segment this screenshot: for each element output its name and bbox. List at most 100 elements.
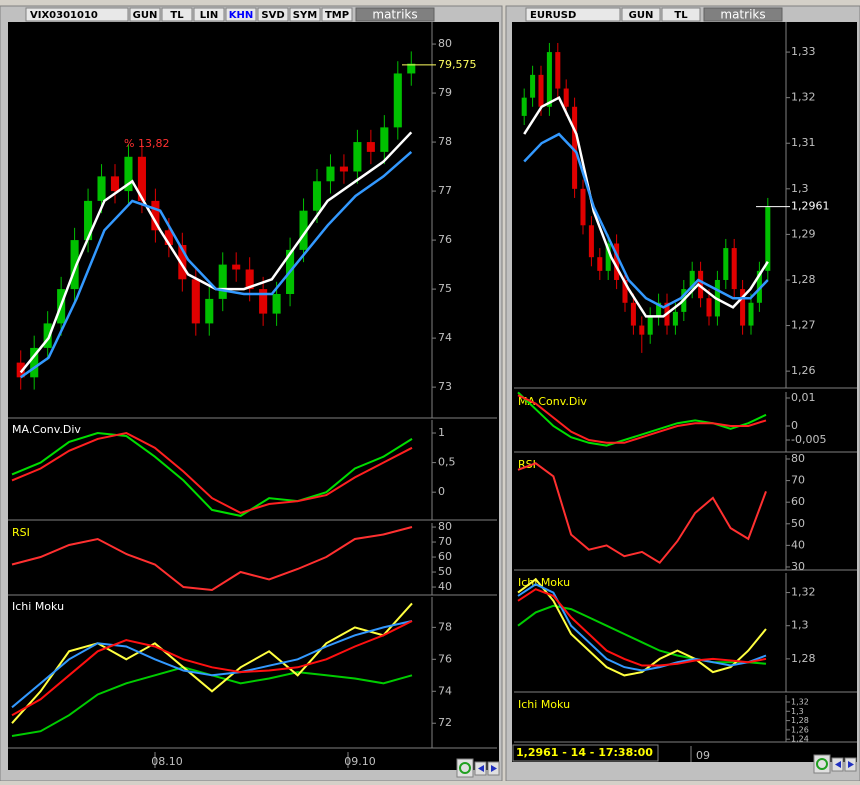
- tab-button[interactable]: [129, 7, 161, 22]
- indicator-line: [523, 95, 769, 318]
- panel-title: RSI: [12, 526, 30, 539]
- last-price-label: 79,575: [438, 58, 477, 71]
- logo-box: [703, 7, 783, 22]
- indicator-line: [11, 602, 413, 724]
- tab-button[interactable]: [257, 7, 289, 22]
- logo: matriks: [372, 8, 417, 22]
- y-tick-label: 1: [438, 426, 445, 439]
- indicator-line: [517, 604, 767, 665]
- y-tick-label: -0,005: [791, 433, 826, 446]
- y-tick-label: 1,28: [791, 652, 816, 665]
- refresh-icon: [816, 758, 828, 770]
- logo-box: [355, 7, 435, 22]
- indicator-line: [517, 394, 767, 444]
- y-tick-label: 60: [791, 495, 805, 508]
- tab-label: GUN: [629, 10, 654, 21]
- indicator-line: [523, 132, 769, 309]
- y-tick-label: 70: [438, 535, 452, 548]
- candle-body: [748, 302, 754, 326]
- candle-body: [605, 243, 611, 271]
- indicator-line: [11, 431, 413, 514]
- y-tick-label: 50: [438, 565, 452, 578]
- logo: matriks: [720, 8, 765, 22]
- y-tick-label: 50: [791, 517, 805, 530]
- status-text: 1,2961 - 14 - 17:38:00: [516, 746, 653, 759]
- candle-body: [521, 97, 527, 116]
- tab-label: KHN: [229, 10, 254, 21]
- candle-body: [393, 73, 402, 128]
- candle-body: [353, 142, 362, 172]
- candle-body: [530, 74, 536, 98]
- y-tick-label: 1,33: [791, 45, 816, 58]
- y-tick-label: 79: [438, 86, 452, 99]
- tab-button[interactable]: [321, 7, 353, 22]
- indicator-line: [517, 462, 767, 565]
- candle-body: [124, 156, 133, 192]
- candle-body: [97, 176, 106, 201]
- candle-body: [630, 302, 636, 326]
- candle-body: [572, 106, 578, 189]
- y-tick-label: 1,26: [791, 364, 816, 377]
- y-tick-label: 40: [791, 538, 805, 551]
- y-tick-label: 1,3: [791, 182, 809, 195]
- candle-body: [43, 323, 52, 348]
- candle-body: [407, 63, 416, 74]
- refresh-button[interactable]: [456, 758, 474, 778]
- date-label: 09.10: [344, 755, 376, 768]
- symbol-tab[interactable]: [525, 7, 621, 22]
- candle-body: [366, 142, 375, 152]
- tab-button[interactable]: [225, 7, 257, 22]
- status-box: [512, 744, 659, 762]
- tab-button[interactable]: [161, 7, 193, 22]
- y-tick-label: 0: [791, 419, 798, 432]
- panel-title: Ichi Moku: [518, 576, 570, 589]
- y-tick-label: 72: [438, 716, 452, 729]
- tab-button[interactable]: [661, 7, 701, 22]
- refresh-icon: [459, 762, 471, 774]
- indicator-line: [11, 620, 413, 709]
- y-tick-label: 80: [438, 37, 452, 50]
- y-tick-label: 60: [438, 550, 452, 563]
- y-tick-label: 80: [438, 520, 452, 533]
- chart-bg: [512, 22, 857, 744]
- refresh-button[interactable]: [813, 754, 831, 774]
- tab-label: SYM: [293, 10, 317, 21]
- tab-button[interactable]: [193, 7, 225, 22]
- candle-body: [30, 347, 39, 378]
- indicator-line: [517, 588, 767, 667]
- candle-body: [647, 316, 653, 335]
- y-tick-label: 1,32: [791, 586, 816, 599]
- y-tick-label: 78: [438, 135, 452, 148]
- candle-body: [740, 289, 746, 326]
- candle-body: [232, 264, 241, 270]
- y-tick-label: 76: [438, 652, 452, 665]
- date-label: 08.10: [151, 755, 183, 768]
- symbol-tab[interactable]: [25, 7, 129, 22]
- y-tick-label: 1,29: [791, 227, 816, 240]
- date-label: 09: [696, 749, 710, 762]
- y-tick-label: 74: [438, 684, 452, 697]
- arrow: [478, 765, 484, 772]
- chart-bg: [8, 22, 499, 748]
- candle-body: [312, 181, 322, 211]
- arrow: [835, 761, 841, 768]
- tab-button[interactable]: [289, 7, 321, 22]
- bottom-buttons: [456, 754, 857, 778]
- tab-button[interactable]: [621, 7, 661, 22]
- y-tick-label: 1,32: [791, 697, 809, 706]
- candle-body: [588, 225, 594, 258]
- candle-body: [272, 294, 281, 314]
- candle-body: [70, 240, 79, 290]
- candle-body: [84, 200, 93, 241]
- symbol-label: EURUSD: [530, 10, 576, 21]
- candle-body: [706, 298, 712, 317]
- y-tick-label: 1,32: [791, 91, 816, 104]
- y-tick-label: 76: [438, 233, 452, 246]
- tab-label: TL: [674, 10, 688, 21]
- indicator-line: [19, 150, 413, 379]
- y-tick-label: 78: [438, 620, 452, 633]
- y-tick-label: 74: [438, 331, 452, 344]
- date-axis: [8, 748, 499, 770]
